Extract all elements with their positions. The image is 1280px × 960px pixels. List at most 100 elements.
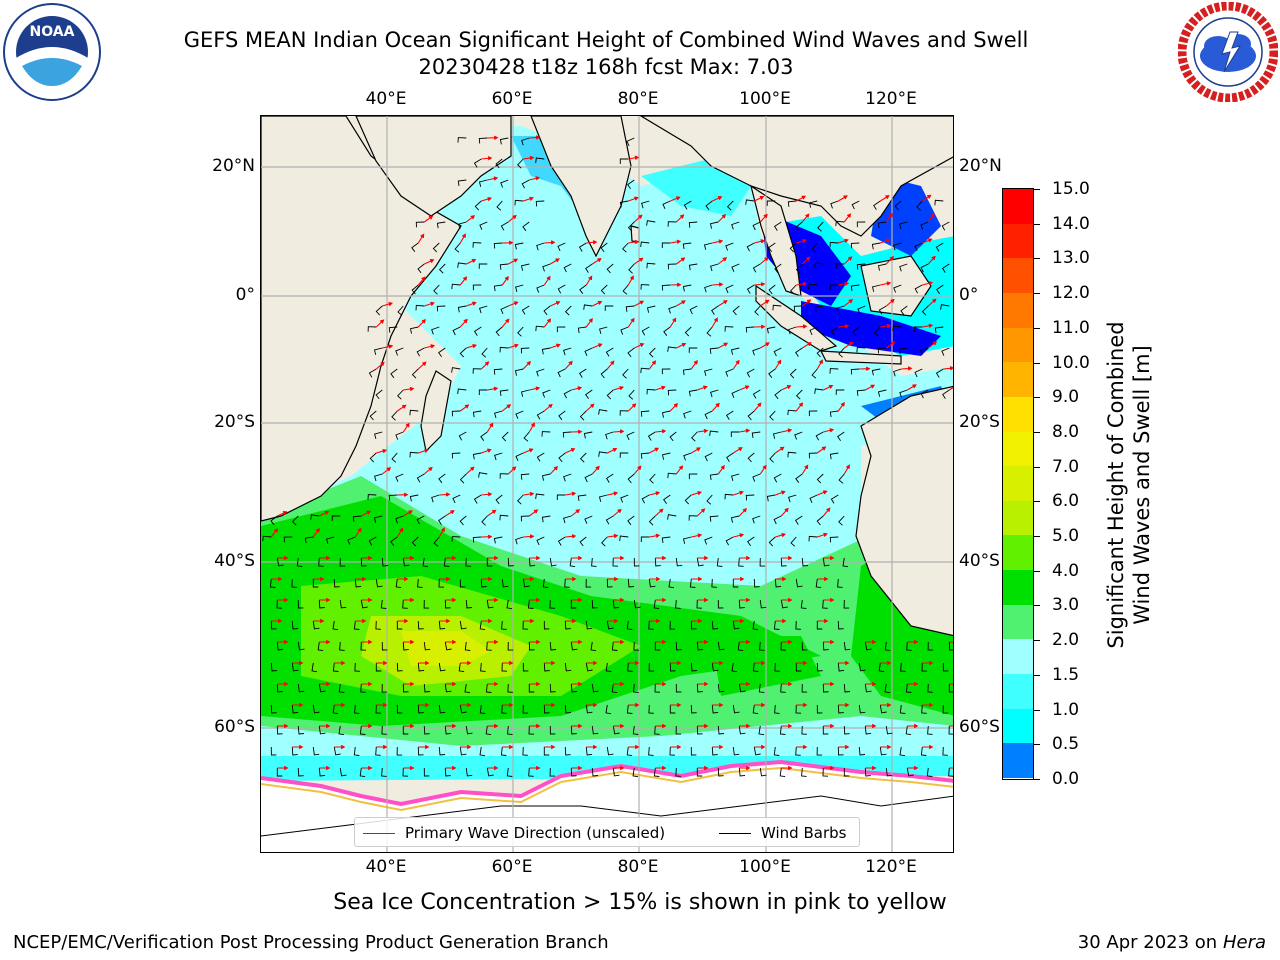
colorbar-label-line2: Wind Waves and Swell [m]	[1130, 345, 1154, 625]
wind-barb	[391, 452, 398, 463]
wave-direction-arrow	[781, 555, 793, 561]
wave-direction-arrow	[586, 744, 598, 750]
wind-barb	[768, 242, 776, 252]
wave-direction-arrow	[586, 660, 598, 666]
wind-barb	[752, 347, 761, 356]
wind-barb	[646, 262, 656, 269]
wave-direction-arrow	[613, 385, 625, 391]
wind-barb	[906, 767, 914, 777]
wind-barb	[858, 662, 866, 672]
wave-height-map	[261, 116, 953, 852]
wave-direction-arrow	[907, 681, 919, 687]
wave-direction-arrow	[292, 744, 304, 750]
colorbar-tick-mark	[1034, 570, 1040, 572]
wave-direction-arrow	[397, 576, 409, 582]
wave-direction-arrow	[796, 324, 808, 329]
wind-barb	[444, 683, 452, 693]
wave-direction-arrow	[613, 723, 625, 729]
wind-barb	[711, 305, 719, 315]
wave-direction-arrow	[670, 196, 681, 202]
wave-direction-arrow	[628, 660, 640, 666]
wind-barb	[549, 725, 556, 735]
wind-barb	[577, 326, 587, 334]
wave-direction-arrow	[796, 744, 808, 750]
wind-barb	[682, 284, 692, 292]
wave-direction-arrow	[523, 491, 535, 497]
wind-barb	[579, 452, 587, 463]
wind-barb	[648, 578, 656, 588]
wave-direction-arrow	[801, 342, 812, 349]
wave-direction-arrow	[403, 597, 415, 603]
wind-barb	[457, 305, 467, 313]
wind-barb	[822, 557, 830, 567]
wave-direction-arrow	[691, 618, 703, 624]
wave-direction-arrow	[922, 660, 934, 666]
wave-direction-arrow	[571, 639, 583, 645]
wind-barb	[297, 599, 304, 609]
wind-barb	[375, 389, 383, 400]
wind-barb	[481, 515, 488, 526]
colorbar-segment	[1003, 396, 1033, 433]
wave-direction-arrow	[549, 465, 558, 475]
wind-barb	[941, 347, 950, 356]
wind-barb	[690, 620, 697, 630]
colorbar-segment	[1003, 466, 1033, 502]
wind-barb	[640, 536, 650, 542]
wind-barb	[641, 494, 650, 504]
wind-barb	[814, 305, 824, 313]
wind-barb	[591, 683, 599, 693]
wave-direction-arrow	[796, 702, 808, 708]
wave-direction-arrow	[445, 639, 457, 645]
wind-barb	[381, 725, 387, 735]
wind-barb	[528, 683, 535, 693]
wind-barb	[648, 662, 655, 672]
wind-barb	[543, 305, 551, 316]
wave-direction-arrow	[571, 681, 583, 687]
wind-barb	[822, 725, 829, 735]
wind-barb	[604, 305, 614, 311]
wind-barb	[478, 389, 488, 395]
wind-barb	[375, 578, 383, 588]
wind-barb	[339, 557, 346, 567]
wind-barb	[507, 683, 513, 693]
wind-barb	[479, 620, 486, 631]
wind-barb	[591, 557, 597, 567]
wave-direction-arrow	[381, 467, 392, 475]
lon-tick-top-120e: 120°E	[865, 89, 917, 109]
wind-barb	[704, 410, 713, 420]
colorbar-tick-mark	[1034, 536, 1040, 538]
wind-barb	[291, 746, 298, 756]
wind-barb	[528, 557, 536, 567]
wave-direction-arrow	[696, 508, 706, 517]
wind-barb	[543, 620, 550, 630]
wind-barb	[899, 704, 906, 714]
legend-wave-direction-line	[363, 833, 395, 834]
wave-direction-arrow	[466, 258, 477, 265]
wave-direction-arrow	[543, 403, 553, 412]
wave-direction-arrow	[718, 342, 729, 349]
wind-barb	[570, 599, 577, 609]
wave-direction-arrow	[628, 239, 640, 245]
wave-direction-arrow	[613, 429, 625, 434]
wind-barb	[521, 305, 530, 315]
wind-barb	[661, 284, 671, 291]
wind-barb	[814, 262, 824, 268]
wind-barb	[688, 263, 698, 271]
wave-direction-arrow	[739, 681, 751, 687]
wind-barb	[726, 200, 734, 211]
wind-barb	[667, 514, 677, 520]
wind-barb	[583, 431, 593, 439]
wind-barb	[696, 767, 703, 777]
wave-direction-arrow	[586, 702, 598, 708]
wave-direction-arrow	[676, 342, 687, 349]
wind-barb	[709, 515, 719, 522]
wind-barb	[667, 263, 677, 270]
wind-barb	[725, 410, 734, 420]
wind-barb	[332, 620, 339, 631]
wind-barb	[769, 410, 776, 421]
colorbar-tick-label: 8.0	[1052, 421, 1080, 442]
wind-barb	[914, 242, 923, 251]
wind-barb	[354, 704, 360, 714]
wind-barb	[857, 305, 866, 314]
wave-direction-arrow	[739, 428, 751, 433]
